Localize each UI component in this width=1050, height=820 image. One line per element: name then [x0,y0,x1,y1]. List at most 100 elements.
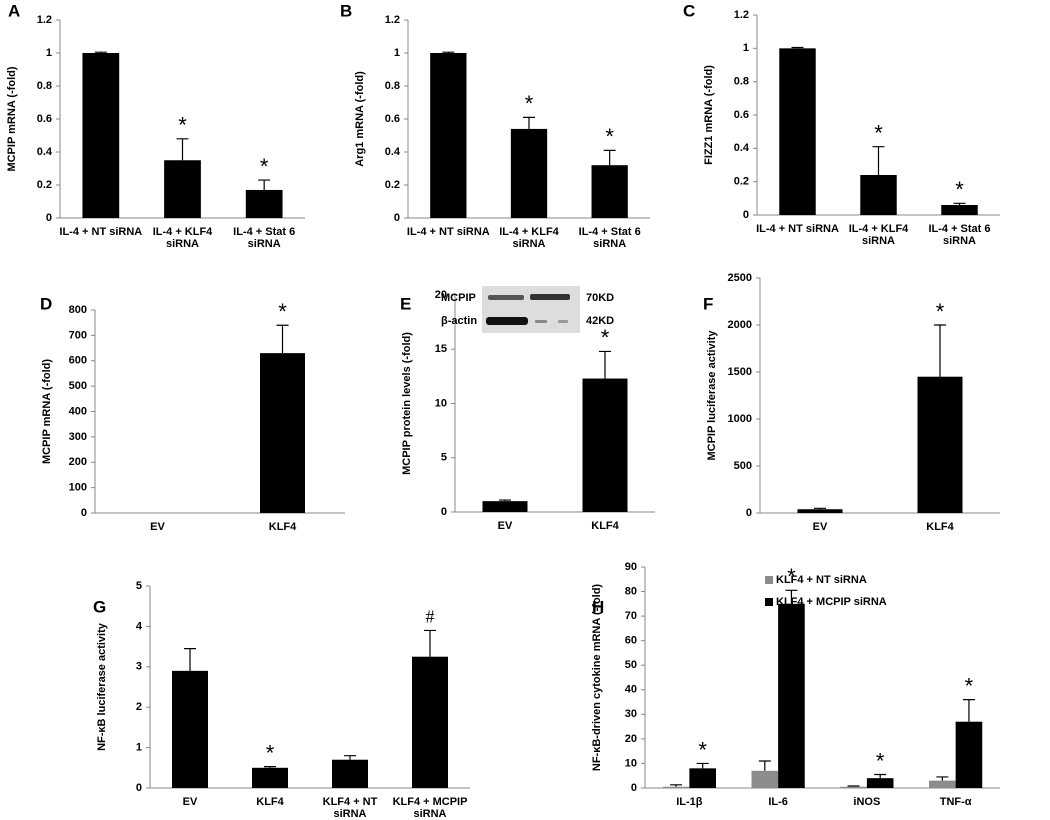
y-tick-label: 0.8 [37,80,52,92]
x-tick-label: IL-4 + KLF4 [153,226,213,238]
bar [797,509,843,513]
error-bar [258,179,271,190]
y-tick-label: 50 [625,659,637,671]
y-tick-label: 0.6 [37,113,52,125]
y-tick-label: 5 [441,452,447,464]
bar [941,205,978,215]
y-tick-label: 0 [46,212,52,224]
chart-panel: B Arg1 mRNA (-fold) 0 0.2 0.4 0.6 0.8 1 1.2 IL-4 … [340,1,650,250]
bar [164,160,201,218]
bar [689,768,716,788]
bar [955,721,983,788]
panel-letter: D [40,294,52,313]
x-tick-label: EV [150,521,165,533]
y-tick-label: 0.6 [385,113,400,125]
y-tick-label: 0.4 [37,146,53,158]
blot-size: 70KD [586,292,614,304]
x-tick-label: KLF4 [269,521,297,533]
y-tick-label: 500 [734,460,752,472]
significance-marker: # [426,607,435,627]
x-tick-label: EV [813,521,828,533]
x-tick-label: siRNA [166,238,199,250]
y-tick-label: 300 [69,431,87,443]
error-bar [94,51,107,53]
error-bar [874,773,887,779]
error-bar [872,146,885,175]
chart-panel: F MCPIP luciferase activity 0 500 1000 1500 20… [703,272,1000,533]
significance-marker: * [278,299,287,324]
chart-panel: C FIZZ1 mRNA (-fold) 0 0.2 0.4 0.6 0.8 1 1.2 IL-4… [683,1,1000,247]
x-tick-label: siRNA [593,238,626,250]
legend-swatch [765,598,773,606]
y-tick-label: 600 [69,355,87,367]
y-tick-label: 30 [625,708,637,720]
error-bar [424,629,436,657]
x-tick-label: IL-4 + KLF4 [849,223,909,235]
y-tick-label: 100 [69,482,87,494]
y-tick-label: 10 [435,397,447,409]
y-tick-label: 2500 [728,272,752,284]
y-tick-label: 80 [625,585,637,597]
error-bar [499,499,511,502]
y-tick-label: 0.4 [385,146,401,158]
y-tick-label: 1000 [728,413,752,425]
y-tick-label: 0.2 [37,179,52,191]
y-axis-label: MCPIP mRNA (-fold) [6,66,18,171]
error-bar [344,755,356,760]
bar [917,376,963,513]
x-tick-label: IL-4 + NT siRNA [756,223,839,235]
error-bar [523,116,535,129]
blot-band [558,320,568,323]
y-tick-label: 800 [69,304,87,316]
bar [860,175,897,215]
error-bar [176,138,189,161]
error-bar [276,324,289,354]
error-bar [936,776,949,781]
x-tick-label: IL-4 + NT siRNA [407,226,490,238]
x-tick-label: siRNA [333,808,366,820]
y-tick-label: 1500 [728,366,752,378]
x-tick-label: KLF4 [591,520,619,532]
y-tick-label: 1 [46,47,52,59]
significance-marker: * [260,154,269,179]
panel-letter: A [8,1,20,20]
bar [482,501,528,512]
y-tick-label: 0.4 [734,142,750,154]
panel-letter: F [703,294,713,313]
significance-marker: * [965,673,974,698]
chart-panel: D MCPIP mRNA (-fold) 0 100 200 300 400 500 600 70… [40,294,345,533]
y-tick-label: 0 [441,506,447,518]
x-tick-label: KLF4 [926,521,954,533]
bar [172,670,208,788]
panel-letter: H [592,597,604,616]
bar [82,53,120,218]
y-axis-label: Arg1 mRNA (-fold) [354,71,366,167]
y-tick-label: 1 [743,42,749,54]
bar [582,378,628,512]
y-axis-label: MCPIP luciferase activity [706,330,718,461]
chart-panel: E MCPIP protein levels (-fold) 0 5 10 15 20 EV K… [400,286,655,532]
bar [260,353,305,513]
y-tick-label: 70 [625,610,637,622]
y-tick-label: 0 [81,507,87,519]
x-tick-label: IL-4 + KLF4 [499,226,559,238]
bar [779,48,816,216]
y-axis-label: NF-κB luciferase activity [96,622,108,751]
bar [866,778,894,788]
x-tick-label: IL-4 + Stat 6 [928,223,990,235]
significance-marker: * [605,124,614,149]
x-tick-label: IL-4 + NT siRNA [59,226,142,238]
blot-label: β-actin [441,315,477,327]
y-tick-label: 5 [136,580,142,592]
error-bar [696,762,709,769]
x-tick-label: EV [183,796,198,808]
significance-marker: * [874,120,883,145]
bar [751,770,779,788]
x-tick-label: KLF4 + MCPIP [393,796,468,808]
legend-label: KLF4 + NT siRNA [776,574,867,586]
blot-band [530,294,570,300]
blot-label: MCPIP [441,292,476,304]
bar [430,53,467,218]
bar [245,189,283,218]
significance-marker: * [955,177,964,202]
